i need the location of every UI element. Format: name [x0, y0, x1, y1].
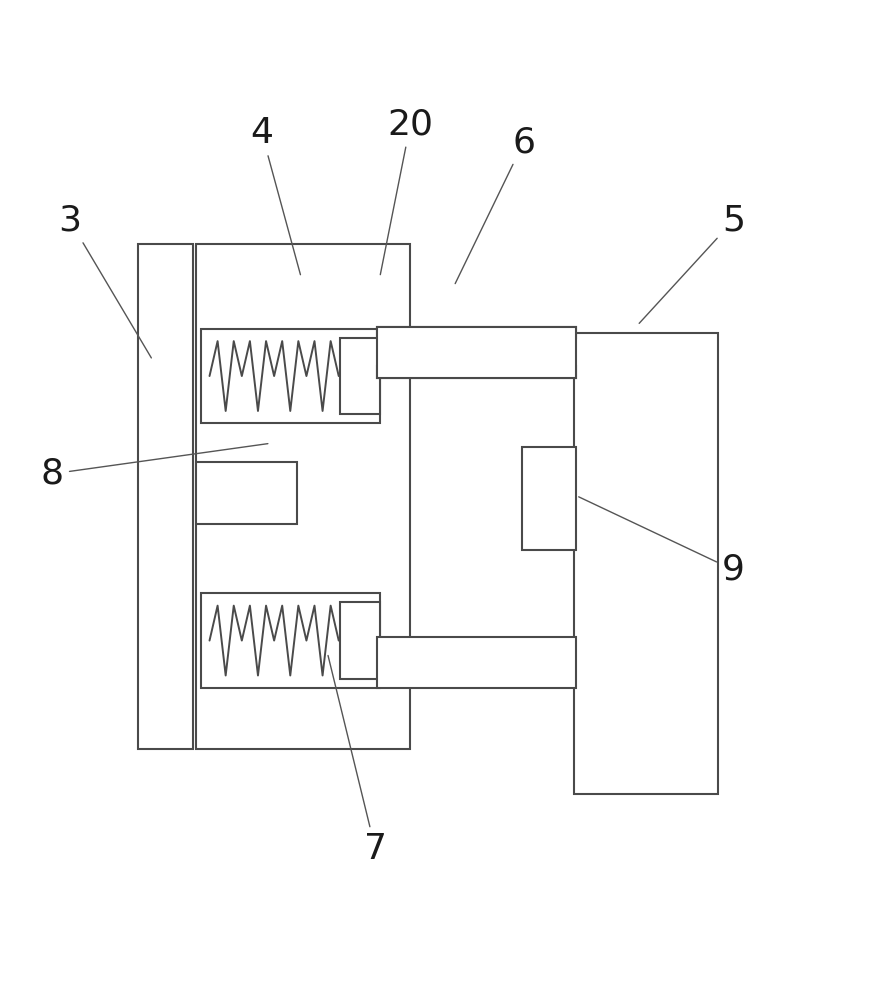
Text: 9: 9: [579, 497, 745, 587]
Bar: [377, 637, 576, 688]
Bar: [377, 366, 576, 378]
Bar: [340, 602, 380, 679]
Bar: [196, 244, 410, 749]
Bar: [201, 329, 380, 423]
Bar: [522, 447, 576, 550]
Bar: [340, 338, 380, 414]
Text: 20: 20: [381, 108, 433, 275]
Text: 3: 3: [58, 204, 151, 358]
Text: 4: 4: [251, 116, 300, 275]
Text: 7: 7: [328, 655, 387, 866]
Bar: [377, 327, 576, 338]
Bar: [574, 333, 718, 794]
Bar: [138, 244, 193, 749]
Text: 6: 6: [455, 125, 535, 284]
Text: 8: 8: [41, 444, 268, 491]
Bar: [196, 462, 297, 524]
Bar: [377, 327, 576, 378]
Text: 5: 5: [639, 204, 745, 323]
Bar: [201, 593, 380, 688]
